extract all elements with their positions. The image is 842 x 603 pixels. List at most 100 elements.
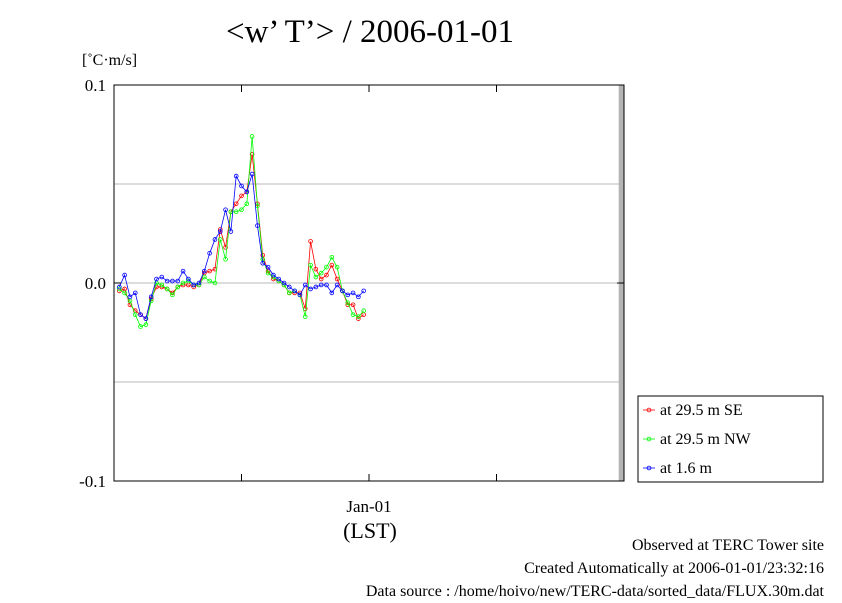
legend-swatch-marker (646, 407, 652, 413)
data-point (159, 282, 165, 288)
data-point (207, 251, 212, 256)
data-point (175, 278, 181, 284)
data-point (117, 286, 122, 292)
data-point (350, 302, 356, 308)
data-point (117, 284, 122, 290)
data-point (287, 284, 292, 290)
data-point (217, 229, 223, 234)
y-tick-label: 0.1 (85, 76, 106, 95)
data-point (308, 262, 313, 268)
data-point (292, 288, 297, 294)
y-axis-unit-label: [˚C·m/s] (82, 52, 138, 69)
data-point (217, 237, 223, 242)
data-point (170, 278, 175, 284)
data-point (361, 308, 366, 314)
data-point (345, 292, 351, 298)
data-point (361, 288, 366, 294)
data-point (138, 312, 143, 317)
footer: Observed at TERC Tower site Created Auto… (366, 534, 824, 603)
data-point (249, 171, 255, 177)
data-point (324, 282, 329, 288)
data-point (356, 294, 361, 300)
data-point (345, 300, 351, 306)
legend: at 29.5 m SE at 29.5 m NW at 1.6 m (637, 395, 824, 483)
series-line (119, 154, 364, 320)
data-point (233, 201, 239, 207)
data-point (207, 278, 212, 284)
data-point (223, 207, 228, 213)
data-point (233, 173, 239, 179)
legend-label: at 1.6 m (660, 460, 713, 477)
legend-swatch-marker (646, 436, 652, 442)
data-point (138, 324, 143, 329)
data-point (302, 314, 308, 319)
data-point (143, 322, 149, 327)
data-point (223, 256, 228, 262)
data-point (170, 292, 175, 298)
data-point (350, 290, 356, 296)
data-point (143, 316, 149, 321)
data-point (265, 270, 271, 276)
data-point (313, 266, 319, 272)
data-point (350, 312, 356, 317)
data-point (271, 272, 276, 278)
data-point (297, 292, 303, 298)
data-point (276, 276, 281, 282)
data-point (132, 312, 138, 317)
data-point (175, 284, 181, 290)
data-point (164, 278, 170, 284)
data-point (180, 268, 186, 274)
data-point (191, 282, 196, 288)
series-line (119, 136, 364, 328)
legend-box (637, 395, 824, 483)
data-point (313, 284, 319, 290)
legend-label: at 29.5 m SE (660, 402, 743, 419)
data-point (159, 274, 165, 280)
data-point (122, 290, 127, 296)
legend-swatch-marker (646, 465, 652, 471)
data-point (318, 282, 324, 288)
data-point (334, 264, 340, 270)
data-point (127, 294, 133, 300)
data-point (255, 223, 260, 228)
data-point (244, 201, 250, 207)
data-point (318, 276, 324, 282)
data-point (148, 294, 154, 300)
data-point (249, 152, 255, 157)
data-point (132, 290, 138, 296)
data-point (244, 189, 250, 195)
footer-source: Data source : /home/hoivo/new/TERC-data/… (365, 583, 824, 600)
data-point (260, 260, 266, 266)
data-point (334, 276, 340, 282)
data-point (186, 276, 191, 282)
data-point (223, 245, 228, 250)
data-point (164, 286, 170, 292)
data-point (154, 276, 159, 282)
data-point (324, 264, 329, 270)
data-point (180, 280, 186, 286)
series-layer (117, 134, 366, 329)
data-point (287, 290, 292, 296)
x-tick-label: Jan-01 (346, 497, 391, 516)
data-point (249, 134, 255, 139)
data-point (265, 264, 271, 270)
data-point (329, 262, 335, 268)
data-point (329, 254, 335, 260)
y-tick-label: 0.0 (85, 274, 106, 293)
data-point (202, 274, 207, 280)
data-point (313, 274, 319, 280)
data-point (329, 290, 335, 296)
data-point (207, 268, 212, 274)
chart-title: <w’ T’> / 2006-01-01 (225, 14, 515, 50)
data-point (239, 207, 244, 213)
data-point (308, 286, 313, 292)
data-point (324, 272, 329, 278)
data-point (334, 282, 340, 288)
data-point (202, 268, 207, 274)
data-point (356, 314, 361, 319)
data-point (212, 237, 218, 242)
legend-label: at 29.5 m NW (660, 431, 752, 448)
data-point (239, 193, 244, 199)
footer-created: Created Automatically at 2006-01-01/23:3… (524, 560, 824, 577)
